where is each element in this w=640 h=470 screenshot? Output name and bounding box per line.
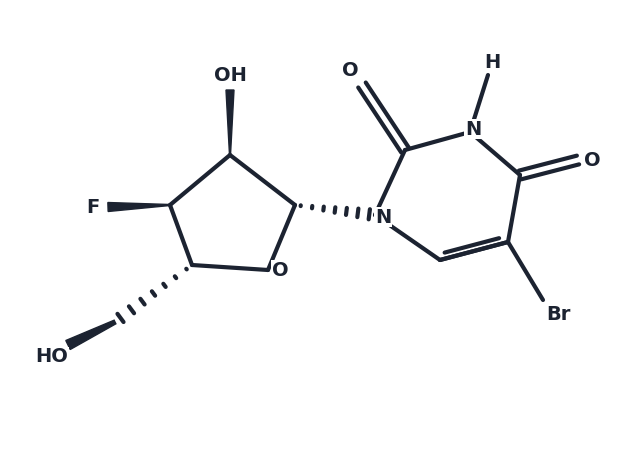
Text: N: N <box>375 207 391 227</box>
Text: OH: OH <box>214 65 246 85</box>
Text: F: F <box>86 197 100 217</box>
Text: O: O <box>584 150 600 170</box>
Text: O: O <box>272 260 288 280</box>
Text: O: O <box>342 61 358 79</box>
Polygon shape <box>66 320 116 350</box>
Polygon shape <box>226 90 234 155</box>
Text: H: H <box>484 53 500 71</box>
Text: N: N <box>465 119 481 139</box>
Text: HO: HO <box>36 347 68 367</box>
Polygon shape <box>108 203 170 212</box>
Text: Br: Br <box>546 306 570 324</box>
